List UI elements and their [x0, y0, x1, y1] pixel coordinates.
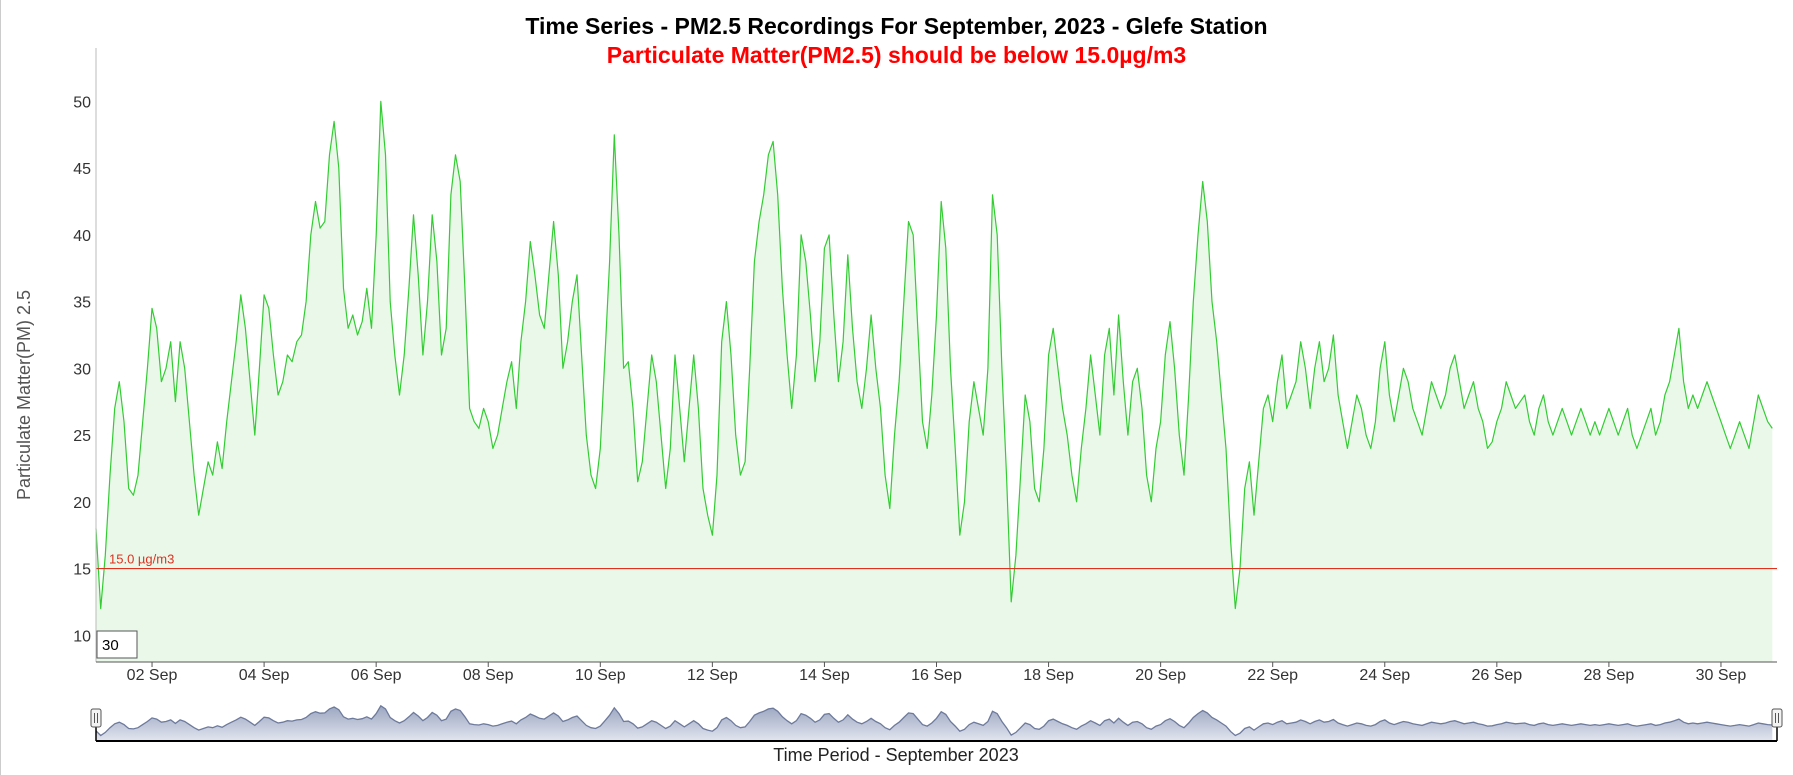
handle-body[interactable]	[1771, 708, 1783, 728]
x-tick-label: 04 Sep	[239, 667, 290, 684]
x-tick-label: 02 Sep	[127, 667, 178, 684]
plot-area: 15.0 µg/m3	[95, 100, 1777, 662]
y-tick-label: 45	[73, 161, 91, 178]
y-axis: 10 15 20 25 30 35 40 45 50	[73, 48, 97, 662]
x-axis-title: Time Period - September 2023	[773, 745, 1018, 765]
y-tick-label: 40	[73, 228, 91, 245]
x-tick-label: 20 Sep	[1135, 667, 1186, 684]
y-tick-label: 35	[73, 295, 91, 312]
y-tick-label: 20	[73, 495, 91, 512]
chart-title: Time Series - PM2.5 Recordings For Septe…	[525, 13, 1268, 39]
x-tick-label: 10 Sep	[575, 667, 626, 684]
x-tick-label: 16 Sep	[911, 667, 962, 684]
x-tick-label: 12 Sep	[687, 667, 738, 684]
chart-subtitle: Particulate Matter(PM2.5) should be belo…	[606, 42, 1187, 68]
x-tick-label: 26 Sep	[1471, 667, 1522, 684]
handle-body[interactable]	[90, 708, 102, 728]
navigator-area	[96, 705, 1773, 741]
navigator[interactable]	[90, 704, 1783, 742]
x-tick-label: 18 Sep	[1023, 667, 1074, 684]
y-tick-label: 50	[73, 94, 91, 111]
zoom-input-value: 30	[102, 637, 119, 654]
x-tick-label: 24 Sep	[1359, 667, 1410, 684]
y-tick-label: 30	[73, 361, 91, 378]
threshold-label: 15.0 µg/m3	[109, 552, 174, 567]
y-axis-title: Particulate Matter(PM) 2.5	[14, 290, 34, 500]
zoom-input[interactable]: 30	[96, 630, 138, 659]
page-left-border	[0, 0, 1, 775]
x-tick-label: 22 Sep	[1247, 667, 1298, 684]
y-tick-label: 10	[73, 628, 91, 645]
navigator-left-handle[interactable]	[90, 708, 102, 728]
series-area	[96, 101, 1773, 662]
series-line	[95, 100, 1773, 610]
x-tick-label: 30 Sep	[1696, 667, 1747, 684]
y-tick-label: 25	[73, 428, 91, 445]
x-tick-label: 14 Sep	[799, 667, 850, 684]
y-tick-label: 15	[73, 562, 91, 579]
x-tick-label: 08 Sep	[463, 667, 514, 684]
x-tick-label: 06 Sep	[351, 667, 402, 684]
x-tick-label: 28 Sep	[1584, 667, 1635, 684]
navigator-line	[95, 704, 1773, 737]
x-axis: 02 Sep 04 Sep 06 Sep 08 Sep 10 Sep 12 Sep 14 S…	[96, 661, 1777, 684]
zoom-input-box[interactable]	[96, 630, 138, 659]
navigator-right-handle[interactable]	[1771, 708, 1783, 728]
